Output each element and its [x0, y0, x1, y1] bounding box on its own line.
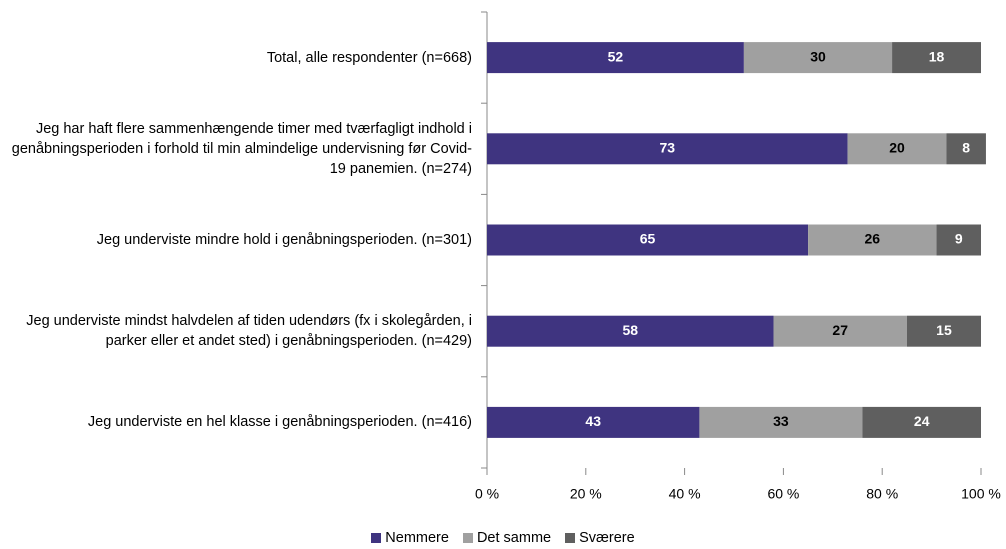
- data-label: 52: [608, 48, 624, 64]
- bar-segment: [487, 42, 744, 74]
- bar-segment: [487, 406, 700, 438]
- bar-segment: [699, 406, 863, 438]
- x-tick-label: 40 %: [669, 486, 701, 502]
- bar-segment: [487, 224, 809, 256]
- bar-segment: [906, 315, 981, 347]
- legend-label: Det samme: [476, 530, 552, 546]
- category-label: Jeg underviste mindst halvdelen af tiden…: [26, 313, 472, 350]
- legend-swatch: [371, 533, 382, 543]
- x-tick-label: 0 %: [475, 486, 499, 502]
- legend-item: Nemmere: [371, 530, 449, 546]
- x-tick-label: 60 %: [767, 486, 799, 502]
- x-tick-label: 80 %: [866, 486, 898, 502]
- bar-segment: [847, 133, 947, 165]
- data-label: 65: [640, 231, 656, 247]
- data-label: 15: [936, 322, 952, 338]
- legend-label: Sværere: [579, 530, 635, 546]
- category-label: Total, alle respondenter (n=668): [266, 49, 472, 66]
- bar-segment: [487, 133, 848, 165]
- bar-segment: [936, 224, 981, 256]
- legend-label: Nemmere: [385, 530, 449, 546]
- x-tick-label: 20 %: [570, 486, 602, 502]
- category-label: Jeg underviste en hel klasse i genåbning…: [87, 414, 472, 431]
- data-label: 20: [889, 140, 905, 156]
- bar-segment: [743, 42, 893, 74]
- x-tick-label: 100 %: [961, 486, 1001, 502]
- legend-item: Sværere: [565, 530, 635, 546]
- bar-segment: [487, 315, 774, 347]
- data-label: 8: [962, 140, 970, 156]
- data-label: 30: [810, 48, 826, 64]
- legend-item: Det samme: [462, 530, 552, 546]
- data-label: 27: [832, 322, 848, 338]
- data-label: 26: [865, 231, 881, 247]
- bar-segment: [892, 42, 981, 74]
- data-label: 43: [585, 413, 601, 429]
- legend-swatch: [462, 533, 473, 543]
- category-label: Jeg har haft flere sammenhængende timer …: [11, 120, 472, 177]
- bar-segment: [773, 315, 907, 347]
- legend: Nemmere Det samme Sværere: [0, 530, 1006, 546]
- data-label: 18: [929, 48, 945, 64]
- bar-segment: [808, 224, 937, 256]
- bar-segment: [946, 133, 986, 165]
- data-label: 73: [660, 140, 676, 156]
- legend-swatch: [565, 533, 576, 543]
- data-label: 58: [622, 322, 638, 338]
- category-label: Jeg underviste mindre hold i genåbningsp…: [96, 232, 472, 248]
- data-label: 24: [914, 413, 930, 429]
- bar-segment: [862, 406, 981, 438]
- data-label: 33: [773, 413, 789, 429]
- data-label: 9: [955, 231, 963, 247]
